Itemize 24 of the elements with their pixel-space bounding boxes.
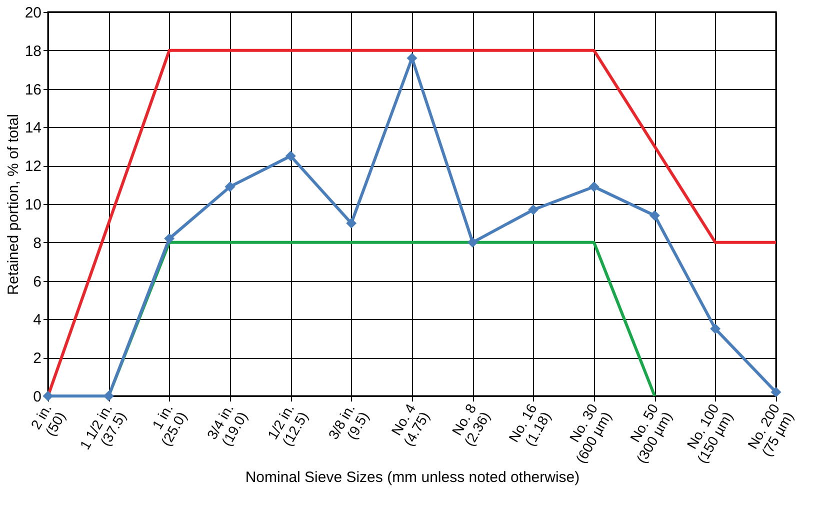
point — [224, 181, 236, 192]
y-tick-label: 8 — [33, 234, 42, 252]
point — [406, 52, 418, 64]
point — [770, 386, 782, 398]
y-tick-label: 18 — [24, 42, 42, 60]
point — [42, 390, 54, 402]
y-tick-label: 16 — [24, 81, 42, 98]
point — [467, 237, 478, 248]
y-axis-title: Retained portion, % of total — [4, 114, 22, 295]
point — [164, 233, 175, 244]
point — [346, 218, 357, 228]
point — [649, 210, 660, 221]
y-tick-label: 10 — [24, 196, 42, 214]
y-tick-label: 2 — [33, 350, 42, 368]
y-tick-label: 4 — [33, 312, 42, 329]
y-tick-label: 20 — [24, 4, 42, 22]
point — [528, 204, 539, 216]
x-axis-title: Nominal Sieve Sizes (mm unless noted otherwise) — [245, 468, 580, 486]
y-tick-label: 12 — [24, 158, 42, 176]
y-tick-label: 6 — [33, 273, 42, 290]
point — [588, 181, 600, 192]
point — [285, 150, 296, 162]
y-tick-label: 14 — [24, 120, 42, 137]
point — [710, 324, 721, 334]
